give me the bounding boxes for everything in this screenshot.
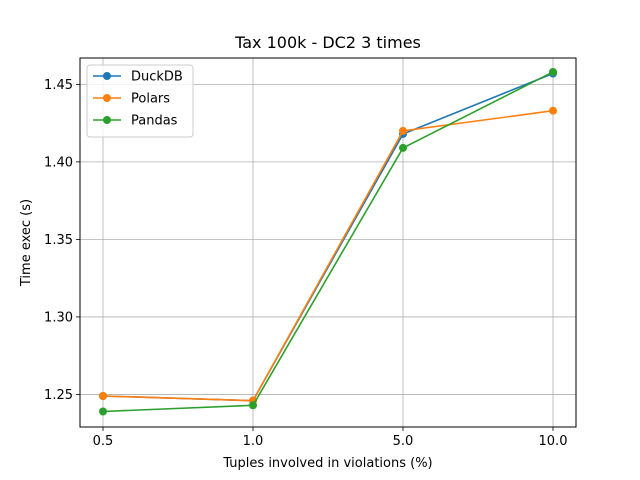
series-line-polars (102, 109, 554, 402)
grid (80, 58, 576, 427)
data-point-pandas (399, 143, 407, 152)
x-tick-label: 0.5 (93, 434, 114, 449)
x-tick-label: 1.0 (243, 434, 264, 449)
legend-entry-pandas: Pandas (93, 114, 178, 129)
legend-entry-duckdb: DuckDB (93, 70, 183, 85)
series-line-pandas (102, 71, 554, 413)
y-tick-label: 1.30 (44, 310, 73, 325)
legend-label-polars: Polars (131, 92, 170, 107)
data-point-polars (399, 126, 407, 135)
x-axis-label: Tuples involved in violations (%) (222, 456, 432, 471)
series-pandas (99, 67, 557, 416)
legend-marker-pandas (103, 116, 111, 124)
legend-marker-polars (103, 94, 111, 102)
legend-label-duckdb: DuckDB (131, 70, 183, 85)
legend-label-pandas: Pandas (131, 114, 178, 129)
y-tick-label: 1.35 (44, 233, 73, 248)
legend: DuckDB Polars Pandas (86, 64, 194, 138)
series-polars (99, 106, 557, 405)
y-tick-label: 1.40 (44, 155, 73, 170)
data-point-polars (549, 106, 557, 115)
x-tick-label: 5.0 (393, 434, 414, 449)
x-tick-label: 10.0 (539, 434, 568, 449)
data-point-pandas (249, 401, 257, 410)
chart-title: Tax 100k - DC2 3 times (234, 33, 421, 52)
y-axis-label: Time exec (s) (19, 199, 34, 287)
y-tick-label: 1.45 (44, 78, 73, 93)
ticks: 0.5 1.0 5.0 10.0 1.25 1.30 1.35 1.40 1.45 (44, 78, 567, 449)
plot-frame (79, 57, 577, 428)
data-point-polars (99, 391, 107, 400)
legend-marker-duckdb (103, 72, 111, 80)
data-point-pandas (99, 407, 107, 416)
legend-box (86, 64, 194, 138)
legend-entry-polars: Polars (93, 92, 170, 107)
y-tick-label: 1.25 (44, 388, 73, 403)
data-point-pandas (549, 67, 557, 76)
series-layer (99, 67, 557, 416)
